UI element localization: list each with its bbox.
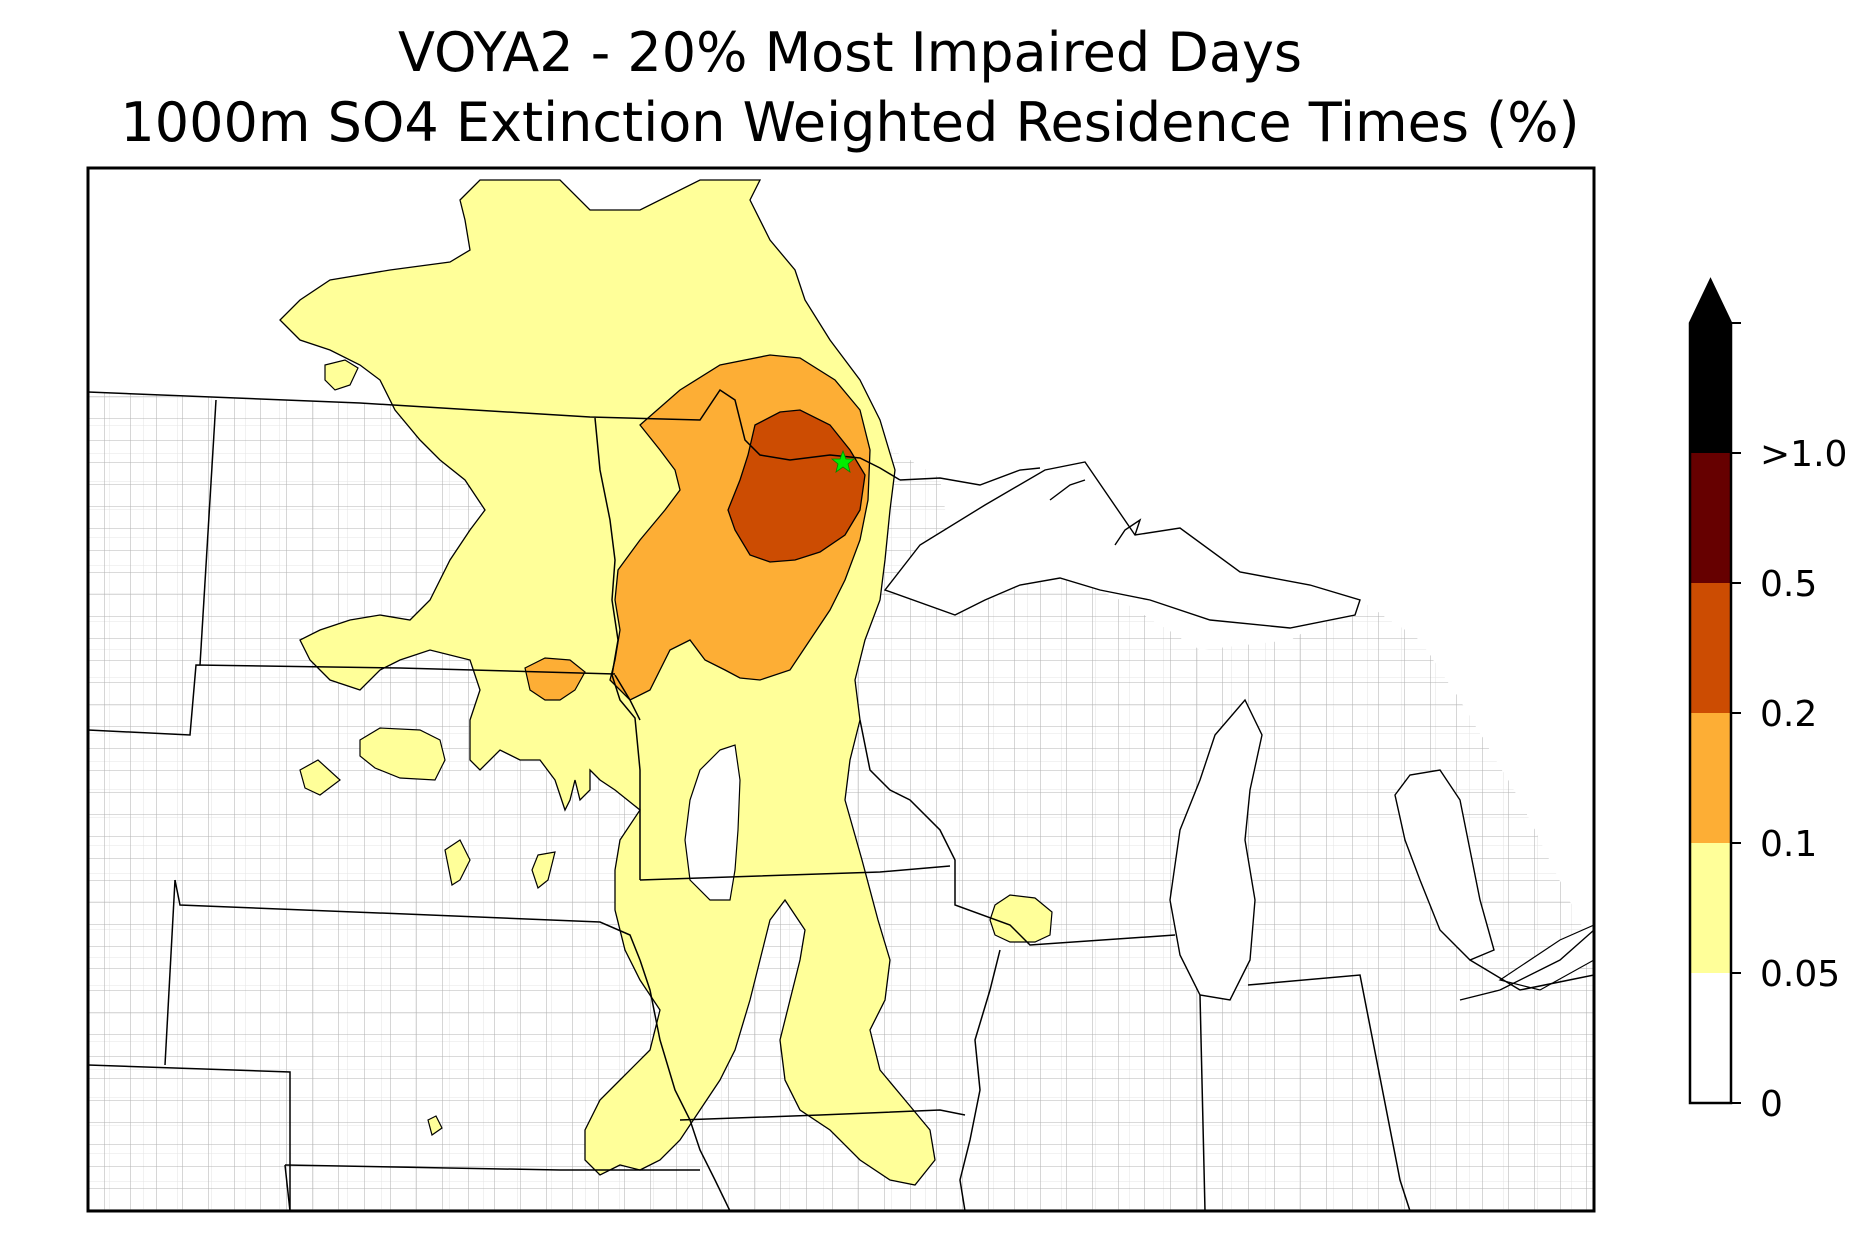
contour-0.05-blob-1 xyxy=(359,727,446,781)
great-lakes xyxy=(883,461,1594,1001)
contour-0.05-hole xyxy=(684,744,741,901)
colorbar-label-0: 0 xyxy=(1760,1084,1783,1125)
colorbar-label-1.0: >1.0 xyxy=(1760,434,1848,475)
colorbar-band-4 xyxy=(1690,453,1731,583)
map-area xyxy=(88,168,1594,1211)
lake-superior xyxy=(883,461,1361,629)
colorbar xyxy=(1688,277,1741,1105)
colorbar-label-0.05: 0.05 xyxy=(1760,954,1841,995)
star-icon xyxy=(830,449,856,473)
contour-0.2 xyxy=(727,409,866,563)
residence-time-contours xyxy=(279,179,1053,1186)
colorbar-band-5 xyxy=(1690,323,1731,453)
site-marker xyxy=(830,449,856,473)
lake-huron xyxy=(1394,769,1495,961)
contour-0.05-blob-3 xyxy=(444,839,471,886)
contour-0.05-blob-7 xyxy=(427,1115,443,1136)
map-frame xyxy=(86,166,1596,1213)
contour-0.05-blob-4 xyxy=(531,851,556,890)
coastlines xyxy=(899,467,1594,1001)
map-title-line-2: 1000m SO4 Extinction Weighted Residence … xyxy=(120,91,1580,154)
contour-0.05-blob-5 xyxy=(989,894,1053,943)
lake-michigan xyxy=(1169,698,1263,1001)
colorbar-ticks xyxy=(1731,322,1741,1104)
contour-0.05-blob-2 xyxy=(299,759,341,796)
colorbar-band-0 xyxy=(1690,973,1731,1103)
map-title-line-1: VOYA2 - 20% Most Impaired Days xyxy=(397,21,1303,84)
contour-0.1-blob xyxy=(524,657,586,701)
lake-erie xyxy=(1498,924,1594,991)
colorbar-label-0.2: 0.2 xyxy=(1760,694,1818,735)
colorbar-band-1 xyxy=(1690,843,1731,973)
colorbar-band-2 xyxy=(1690,713,1731,843)
state-borders xyxy=(88,388,1594,1211)
colorbar-label-0.5: 0.5 xyxy=(1760,564,1818,605)
contour-0.05-blob-6 xyxy=(324,359,359,391)
colorbar-extend-arrow xyxy=(1690,280,1731,323)
colorbar-band-3 xyxy=(1690,583,1731,713)
colorbar-outline xyxy=(1688,277,1733,1105)
colorbar-label-0.1: 0.1 xyxy=(1760,824,1818,865)
